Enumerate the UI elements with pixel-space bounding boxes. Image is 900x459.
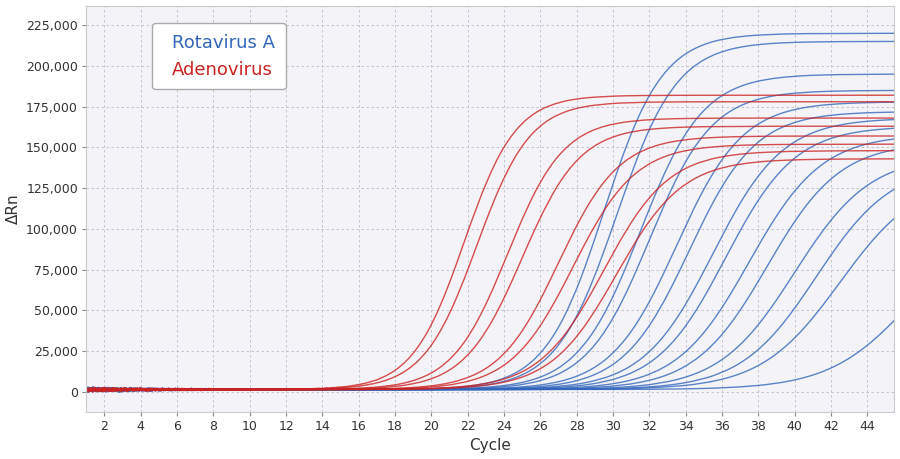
Legend: Rotavirus A, Adenovirus: Rotavirus A, Adenovirus bbox=[152, 22, 285, 90]
X-axis label: Cycle: Cycle bbox=[470, 438, 511, 453]
Y-axis label: ΔRn: ΔRn bbox=[5, 193, 21, 224]
